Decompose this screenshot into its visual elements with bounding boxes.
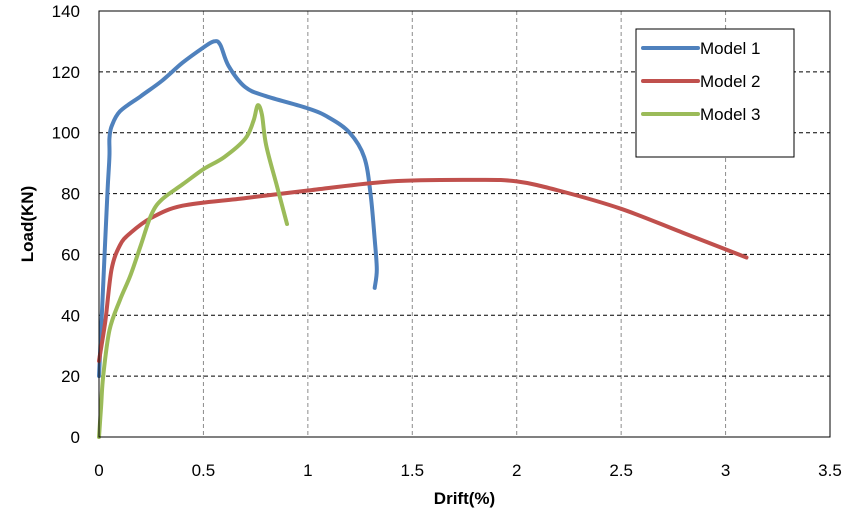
y-tick-label: 60 [61,245,80,264]
y-tick-label: 40 [61,306,80,325]
y-tick-label: 120 [52,63,80,82]
y-axis-ticks: 0 20 40 60 80 100 120 140 [52,2,80,447]
series-layer [97,39,749,439]
series-line-2 [97,177,749,363]
y-tick-label: 140 [52,2,80,21]
legend-label-3: Model 3 [700,105,760,124]
x-tick-label: 1.5 [400,461,424,480]
plot-area-border [98,10,831,438]
legend-label-1: Model 1 [700,39,760,58]
y-axis-title: Load(KN) [18,186,37,262]
x-tick-label: 3.5 [818,461,842,480]
x-tick-label: 2.5 [609,461,633,480]
y-tick-label: 80 [61,185,80,204]
y-tick-label: 100 [52,124,80,143]
y-tick-label: 20 [61,367,80,386]
legend: Model 1 Model 2 Model 3 [635,28,795,158]
legend-box [635,28,795,158]
series-line-1 [97,39,379,379]
x-axis-title: Drift(%) [434,489,495,508]
series-line-3 [97,103,289,439]
x-tick-label: 2 [512,461,521,480]
x-tick-label: 1 [303,461,312,480]
x-tick-label: 0 [94,461,103,480]
x-tick-label: 0.5 [192,461,216,480]
x-axis-ticks: 0 0.5 1 1.5 2 2.5 3 3.5 [94,461,842,480]
legend-label-2: Model 2 [700,72,760,91]
x-tick-label: 3 [721,461,730,480]
y-tick-label: 0 [71,428,80,447]
